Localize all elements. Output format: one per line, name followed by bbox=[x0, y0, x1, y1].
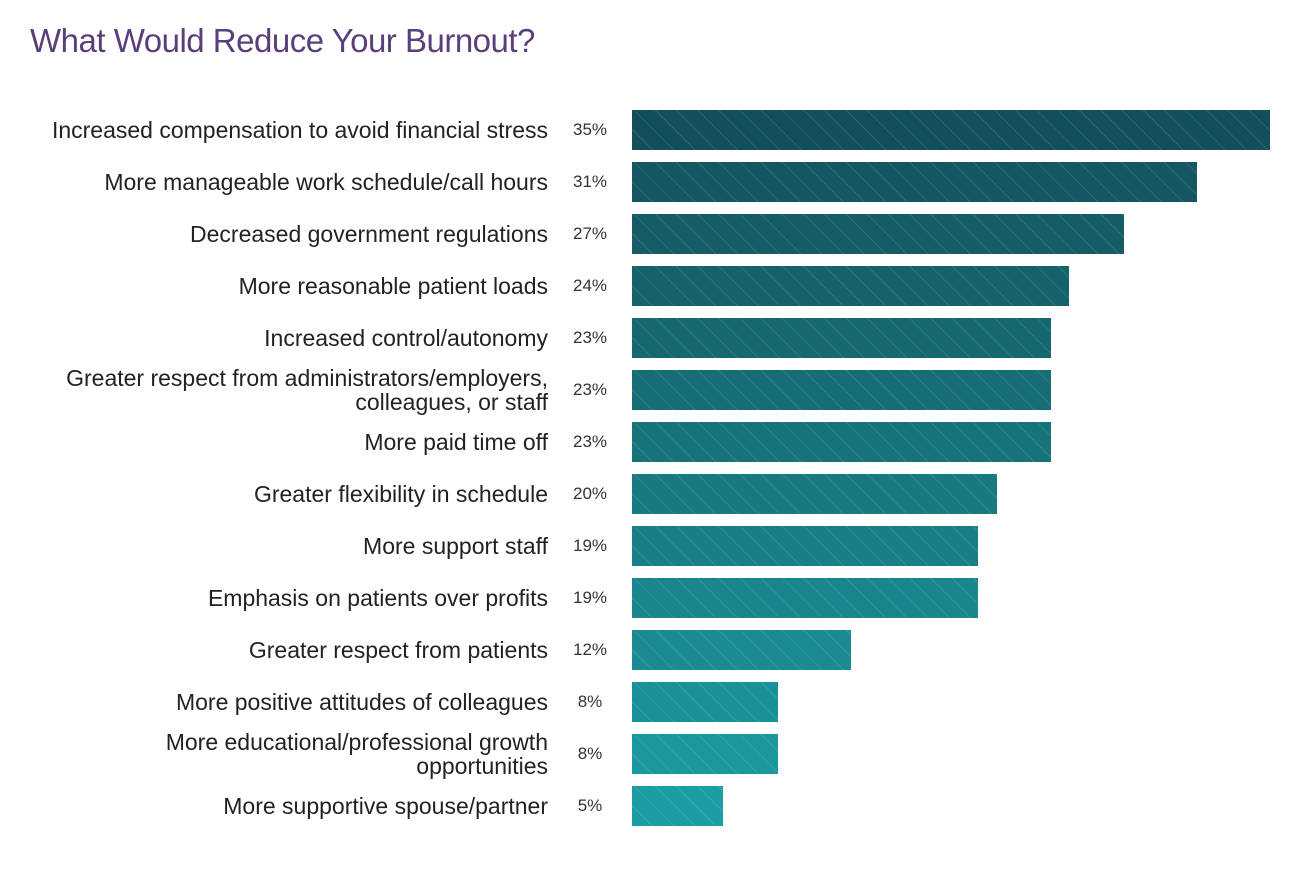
bar bbox=[632, 266, 1070, 306]
bar bbox=[632, 370, 1052, 410]
value-label: 8% bbox=[577, 744, 603, 763]
category-label: Increased control/autonomy bbox=[264, 325, 548, 351]
bar bbox=[632, 578, 979, 618]
category-label: More paid time off bbox=[364, 429, 548, 455]
category-label: More reasonable patient loads bbox=[238, 273, 548, 299]
value-label: 19% bbox=[572, 536, 608, 555]
category-label: Greater respect from administrators/empl… bbox=[66, 365, 548, 415]
category-label: Greater respect from patients bbox=[248, 637, 548, 663]
value-label: 19% bbox=[572, 588, 608, 607]
bar bbox=[632, 474, 997, 514]
value-label: 35% bbox=[572, 120, 608, 139]
category-label: More educational/professional growth opp… bbox=[165, 729, 548, 779]
value-label: 23% bbox=[572, 380, 608, 399]
value-label: 27% bbox=[572, 224, 608, 243]
category-label: More positive attitudes of colleagues bbox=[175, 689, 548, 715]
bar bbox=[632, 110, 1270, 150]
value-label: 24% bbox=[572, 276, 608, 295]
category-label: More supportive spouse/partner bbox=[223, 793, 548, 819]
bar bbox=[632, 526, 979, 566]
bar bbox=[632, 162, 1198, 202]
value-label: 12% bbox=[572, 640, 608, 659]
category-label: Decreased government regulations bbox=[190, 221, 548, 247]
value-label: 5% bbox=[577, 796, 603, 815]
category-label: Emphasis on patients over profits bbox=[207, 585, 548, 611]
category-label: More support staff bbox=[363, 533, 548, 559]
value-label: 8% bbox=[577, 692, 603, 711]
bar bbox=[632, 682, 778, 722]
value-label: 20% bbox=[572, 484, 608, 503]
category-label: Increased compensation to avoid financia… bbox=[51, 117, 548, 143]
bar bbox=[632, 214, 1125, 254]
bar bbox=[632, 422, 1052, 462]
value-label: 23% bbox=[572, 328, 608, 347]
bar bbox=[632, 734, 778, 774]
chart-title: What Would Reduce Your Burnout? bbox=[30, 22, 535, 59]
category-label: Greater flexibility in schedule bbox=[253, 481, 548, 507]
category-label: More manageable work schedule/call hours bbox=[104, 169, 548, 195]
value-label: 31% bbox=[572, 172, 608, 191]
bar bbox=[632, 318, 1052, 358]
value-label: 23% bbox=[572, 432, 608, 451]
bar bbox=[632, 630, 851, 670]
bar bbox=[632, 786, 724, 826]
